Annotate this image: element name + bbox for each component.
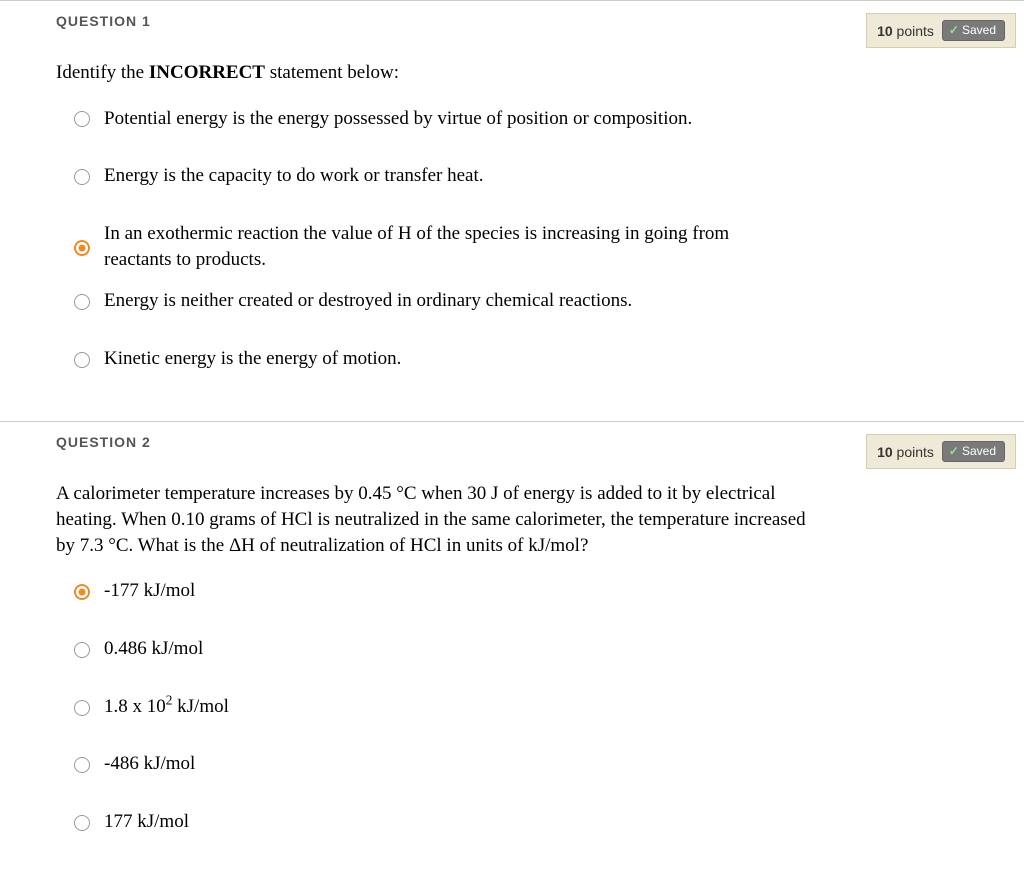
status-box: 10 points ✓Saved — [866, 434, 1016, 469]
radio-selected-icon[interactable] — [74, 240, 90, 256]
question-1: QUESTION 1 10 points ✓Saved Identify the… — [0, 0, 1024, 421]
option[interactable]: -177 kJ/mol — [74, 568, 794, 626]
option-text: In an exothermic reaction the value of H… — [104, 221, 794, 272]
radio-unselected-icon[interactable] — [74, 111, 90, 127]
option-text: -486 kJ/mol — [104, 751, 195, 777]
option[interactable]: Energy is the capacity to do work or tra… — [74, 153, 794, 211]
question-2: QUESTION 2 10 points ✓Saved A calorimete… — [0, 421, 1024, 866]
option[interactable]: Potential energy is the energy possessed… — [74, 96, 794, 154]
check-icon: ✓ — [949, 23, 959, 37]
question-header: QUESTION 2 10 points ✓Saved — [0, 422, 1024, 469]
option-text: 177 kJ/mol — [104, 809, 189, 835]
points-text: 10 points — [877, 23, 934, 39]
points-label: points — [897, 23, 934, 39]
radio-selected-icon[interactable] — [74, 584, 90, 600]
option[interactable]: 177 kJ/mol — [74, 799, 794, 839]
question-number: QUESTION 2 — [0, 434, 151, 450]
option[interactable]: In an exothermic reaction the value of H… — [74, 211, 794, 278]
option-text: Kinetic energy is the energy of motion. — [104, 346, 401, 372]
option[interactable]: Energy is neither created or destroyed i… — [74, 278, 794, 336]
option[interactable]: 1.8 x 102 kJ/mol — [74, 684, 794, 742]
option-text: 1.8 x 102 kJ/mol — [104, 694, 229, 720]
option-text: Energy is neither created or destroyed i… — [104, 288, 632, 314]
question-number: QUESTION 1 — [0, 13, 151, 29]
option-text: -177 kJ/mol — [104, 578, 195, 604]
option-text: 0.486 kJ/mol — [104, 636, 203, 662]
option-text: Potential energy is the energy possessed… — [104, 106, 692, 132]
question-prompt: A calorimeter temperature increases by 0… — [56, 481, 816, 558]
points-label: points — [897, 444, 934, 460]
question-body: Identify the INCORRECT statement below: … — [0, 48, 1024, 421]
radio-unselected-icon[interactable] — [74, 700, 90, 716]
status-box: 10 points ✓Saved — [866, 13, 1016, 48]
radio-unselected-icon[interactable] — [74, 169, 90, 185]
saved-label: Saved — [962, 444, 996, 458]
option-text: Energy is the capacity to do work or tra… — [104, 163, 484, 189]
points-text: 10 points — [877, 444, 934, 460]
saved-badge: ✓Saved — [942, 441, 1005, 462]
radio-unselected-icon[interactable] — [74, 815, 90, 831]
question-prompt: Identify the INCORRECT statement below: — [56, 60, 968, 86]
radio-unselected-icon[interactable] — [74, 352, 90, 368]
saved-badge: ✓Saved — [942, 20, 1005, 41]
option[interactable]: -486 kJ/mol — [74, 741, 794, 799]
option[interactable]: Kinetic energy is the energy of motion. — [74, 336, 794, 394]
option[interactable]: 0.486 kJ/mol — [74, 626, 794, 684]
question-body: A calorimeter temperature increases by 0… — [0, 469, 1024, 866]
radio-unselected-icon[interactable] — [74, 294, 90, 310]
question-header: QUESTION 1 10 points ✓Saved — [0, 1, 1024, 48]
points-value: 10 — [877, 23, 893, 39]
check-icon: ✓ — [949, 444, 959, 458]
saved-label: Saved — [962, 23, 996, 37]
points-value: 10 — [877, 444, 893, 460]
radio-unselected-icon[interactable] — [74, 642, 90, 658]
options-list: -177 kJ/mol 0.486 kJ/mol 1.8 x 102 kJ/mo… — [56, 568, 968, 838]
options-list: Potential energy is the energy possessed… — [56, 96, 968, 394]
radio-unselected-icon[interactable] — [74, 757, 90, 773]
